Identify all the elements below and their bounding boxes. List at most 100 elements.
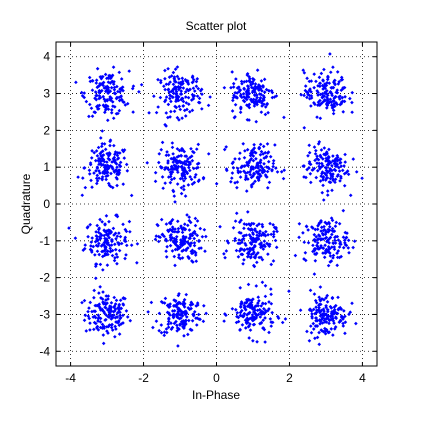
scatter-point — [169, 99, 173, 104]
scatter-point — [327, 169, 332, 173]
scatter-point — [320, 315, 325, 320]
scatter-point — [101, 94, 106, 99]
scatter-point — [315, 335, 320, 340]
scatter-point — [98, 316, 103, 321]
scatter-point — [261, 152, 265, 156]
scatter-point — [262, 161, 266, 166]
scatter-point — [151, 325, 155, 330]
scatter-point — [107, 183, 112, 188]
scatter-point — [257, 255, 261, 260]
scatter-point — [184, 235, 188, 239]
scatter-point — [325, 100, 330, 104]
scatter-point — [244, 233, 249, 237]
scatter-point — [339, 75, 344, 80]
scatter-point — [169, 167, 173, 172]
scatter-point — [334, 316, 338, 321]
scatter-point — [257, 146, 262, 151]
scatter-point — [76, 175, 80, 179]
scatter-point — [251, 297, 255, 301]
scatter-point — [249, 298, 254, 303]
scatter-point — [252, 264, 257, 269]
scatter-point — [189, 241, 193, 246]
scatter-point — [331, 256, 335, 260]
scatter-point — [175, 315, 180, 320]
x-tick-label: 0 — [213, 371, 220, 385]
scatter-point — [315, 246, 320, 251]
scatter-point — [302, 257, 306, 261]
scatter-point — [179, 224, 183, 228]
scatter-point — [187, 236, 191, 241]
scatter-point — [328, 97, 333, 102]
scatter-point — [250, 236, 255, 241]
scatter-point — [172, 298, 176, 302]
scatter-point — [97, 291, 101, 295]
scatter-point — [118, 298, 123, 303]
scatter-point — [154, 234, 159, 238]
scatter-point — [179, 240, 183, 245]
scatter-point — [315, 161, 319, 165]
scatter-point — [336, 82, 341, 86]
scatter-point — [307, 150, 312, 155]
scatter-point — [250, 153, 254, 157]
scatter-point — [153, 170, 158, 175]
scatter-point — [183, 77, 188, 82]
scatter-point — [326, 156, 330, 161]
scatter-point — [244, 300, 249, 305]
scatter-point — [248, 234, 253, 239]
scatter-point — [319, 229, 323, 233]
scatter-point — [317, 75, 322, 80]
scatter-point — [165, 150, 169, 154]
scatter-point — [254, 239, 258, 244]
scatter-point — [337, 221, 342, 226]
scatter-point — [80, 193, 85, 198]
scatter-point — [173, 158, 177, 163]
scatter-point — [261, 318, 266, 323]
scatter-point — [129, 243, 134, 247]
scatter-point — [190, 259, 194, 263]
scatter-point — [303, 84, 308, 88]
scatter-point — [187, 256, 191, 261]
scatter-point — [117, 306, 122, 310]
scatter-point — [312, 252, 317, 256]
scatter-point — [312, 247, 317, 251]
scatter-point — [165, 303, 170, 308]
scatter-point — [111, 315, 115, 320]
scatter-point — [193, 216, 198, 221]
scatter-point — [249, 166, 254, 170]
scatter-point — [315, 89, 319, 93]
scatter-point — [267, 330, 271, 335]
scatter-point — [259, 79, 264, 83]
scatter-point — [331, 80, 336, 84]
scatter-point — [255, 339, 259, 344]
scatter-point — [251, 232, 256, 237]
scatter-point — [96, 243, 100, 248]
scatter-point — [259, 110, 264, 114]
scatter-point — [159, 217, 164, 222]
scatter-point — [350, 90, 355, 95]
scatter-point — [191, 149, 195, 154]
scatter-point — [110, 160, 114, 164]
scatter-point — [82, 95, 87, 100]
scatter-point — [250, 246, 255, 251]
scatter-point — [231, 98, 235, 103]
scatter-point — [256, 303, 260, 308]
scatter-point — [119, 322, 124, 326]
scatter-point — [237, 230, 242, 235]
scatter-point — [183, 95, 188, 99]
scatter-point — [320, 171, 324, 176]
scatter-point — [328, 176, 333, 181]
scatter-point — [102, 159, 107, 164]
scatter-point — [320, 164, 325, 169]
scatter-point — [191, 95, 196, 99]
scatter-point — [241, 142, 246, 146]
scatter-point — [98, 285, 102, 289]
scatter-point — [245, 71, 250, 76]
scatter-point — [94, 234, 99, 238]
scatter-point — [245, 316, 250, 321]
scatter-point — [189, 300, 194, 305]
scatter-point — [94, 181, 99, 186]
scatter-point — [262, 95, 267, 100]
scatter-point — [328, 246, 332, 251]
scatter-point — [86, 234, 90, 239]
scatter-point — [128, 318, 133, 323]
